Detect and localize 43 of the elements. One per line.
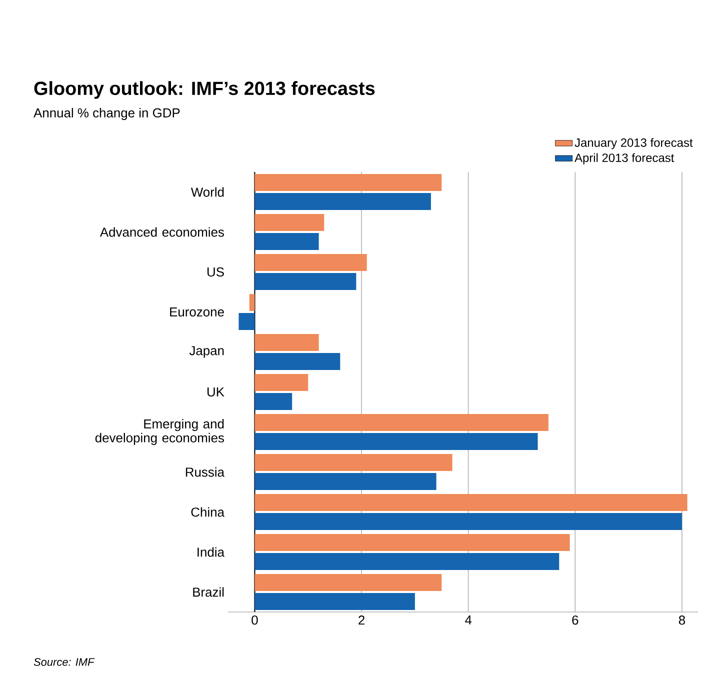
- bar: [254, 232, 319, 250]
- bar: [254, 374, 308, 391]
- x-tick-label: 8: [678, 616, 686, 625]
- bar: [254, 192, 431, 210]
- legend-label: April 2013 forecast: [574, 153, 674, 164]
- y-tick-label: US: [207, 267, 224, 277]
- bar: [254, 592, 415, 610]
- bar: [254, 272, 356, 290]
- y-tick-label: India: [198, 547, 224, 557]
- bar: [254, 494, 688, 511]
- bar: [254, 574, 442, 591]
- y-tick-label: Eurozone: [170, 307, 224, 317]
- bar: [249, 294, 255, 311]
- x-tick-label: 2: [358, 616, 364, 625]
- source-note: Source: IMF: [34, 658, 95, 666]
- y-tick-label: Japan: [189, 346, 224, 358]
- bar: [254, 552, 560, 570]
- bar: [254, 472, 436, 490]
- bar: [254, 334, 319, 351]
- bar: [254, 512, 682, 530]
- y-tick-label: Emerging and developing economies: [95, 418, 224, 445]
- x-tick-label: 6: [572, 616, 578, 625]
- bar: [254, 432, 538, 450]
- legend-label: January 2013 forecast: [574, 138, 693, 150]
- bar: [254, 454, 452, 471]
- bar: [254, 414, 548, 431]
- bar: [254, 174, 442, 191]
- bar: [254, 352, 340, 370]
- x-tick-label: 4: [465, 616, 472, 624]
- bar: [254, 534, 570, 551]
- y-tick-label: Russia: [186, 467, 224, 477]
- bar: [238, 312, 255, 330]
- bar: [254, 392, 292, 410]
- y-tick-label: Brazil: [193, 587, 224, 597]
- y-tick-label: UK: [207, 387, 224, 397]
- y-tick-label: Advanced economies: [100, 227, 224, 237]
- y-tick-label: China: [191, 507, 224, 517]
- chart-title: Gloomy outlook: IMF’s 2013 forecasts: [34, 81, 375, 99]
- bar: [254, 214, 324, 231]
- x-tick-label: 0: [252, 616, 258, 625]
- y-tick-label: World: [190, 187, 224, 197]
- bar: [254, 254, 367, 271]
- text: Annual % change in GDP: [34, 108, 180, 120]
